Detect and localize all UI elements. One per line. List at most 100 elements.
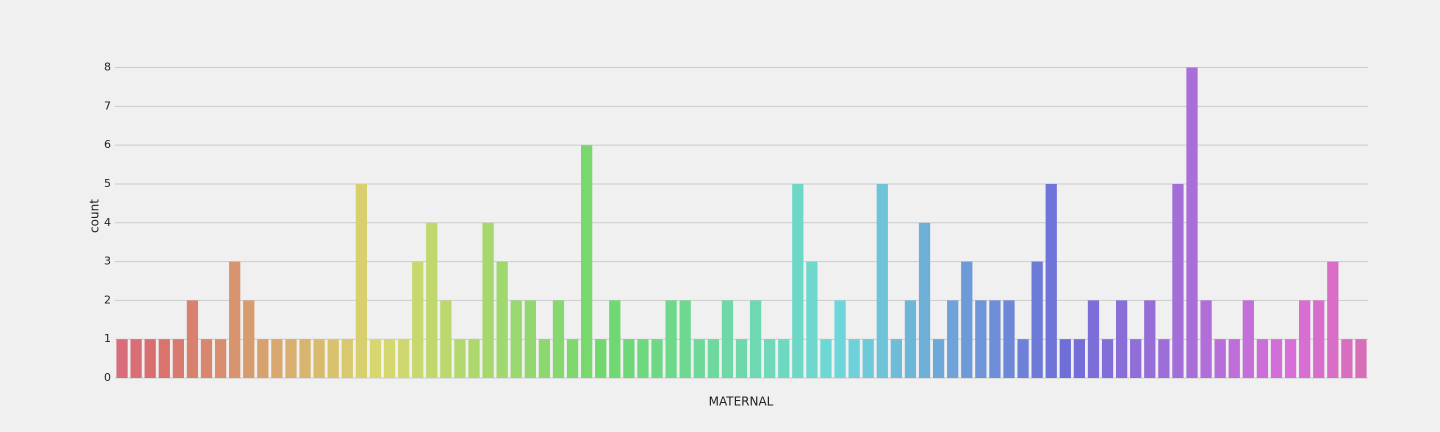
bar [1059,339,1071,378]
bar [1256,339,1269,378]
bar [918,222,931,378]
bar [214,339,227,378]
bar [1130,339,1142,378]
bar [1186,67,1198,379]
bar [383,339,396,378]
bar [116,339,128,378]
bar [749,300,762,378]
bar [186,300,199,378]
bar [468,339,480,378]
bar [172,339,184,378]
bar [1172,183,1184,378]
bar [1313,300,1325,378]
bar [932,339,945,378]
bar [454,339,466,378]
bar [496,261,508,378]
bar [806,261,818,378]
y-tick-label: 3 [104,255,111,268]
bar [735,339,748,378]
bar [412,261,424,378]
bar [1327,261,1339,378]
bar [440,300,452,378]
bar [257,339,269,378]
bar [1270,339,1283,378]
bar [538,339,551,378]
bar [961,261,973,378]
bar [1017,339,1029,378]
bar [651,339,663,378]
y-tick-label: 2 [104,293,111,306]
bar [1214,339,1226,378]
bar [229,261,241,378]
bar [1045,183,1057,378]
y-tick-label: 5 [104,177,111,190]
y-tick-label: 8 [104,61,111,74]
bar [355,183,368,378]
bar [397,339,410,378]
y-axis-label: count [88,199,102,233]
bar [313,339,325,378]
bar [327,339,339,378]
bar [1003,300,1015,378]
bar [890,339,902,378]
bar [369,339,382,378]
bar [566,339,579,378]
bar [1073,339,1086,378]
bar [581,145,593,378]
bar [1031,261,1043,378]
bar [820,339,832,378]
bar [524,300,536,378]
bar [510,300,522,378]
bar [947,300,959,378]
bar [707,339,719,378]
bar [1200,300,1212,378]
bar [1228,339,1240,378]
bar [1341,339,1353,378]
bar [482,222,494,378]
bar [426,222,438,378]
bar [271,339,283,378]
bar [862,339,874,378]
bar [1101,339,1114,378]
bar [552,300,565,378]
bar [721,300,734,378]
y-tick-label: 6 [104,138,111,151]
bar [341,339,353,378]
bar [1158,339,1170,378]
bar [1242,300,1254,378]
bar [834,300,846,378]
bar [1284,339,1297,378]
y-tick-label: 1 [104,332,111,345]
bar [848,339,860,378]
bar [144,339,156,378]
bar [1115,300,1128,378]
bar [904,300,917,378]
y-tick-label: 7 [104,99,111,112]
bar [285,339,297,378]
bar [609,300,621,378]
bar [637,339,649,378]
x-axis-label: MATERNAL [709,395,774,409]
y-tick-label: 0 [104,371,111,384]
bar [679,300,691,378]
bar [764,339,776,378]
bar [876,183,888,378]
bar [130,339,142,378]
y-tick-label: 4 [104,216,111,229]
bar [243,300,255,378]
bar [1144,300,1156,378]
bar [989,300,1001,378]
bar [623,339,635,378]
bar [693,339,705,378]
bar [200,339,213,378]
bar [299,339,311,378]
bar [778,339,790,378]
bar [158,339,170,378]
bar [595,339,607,378]
bar [665,300,677,378]
bar [1355,339,1367,378]
bar [1087,300,1100,378]
bar [792,183,804,378]
bar [1299,300,1311,378]
